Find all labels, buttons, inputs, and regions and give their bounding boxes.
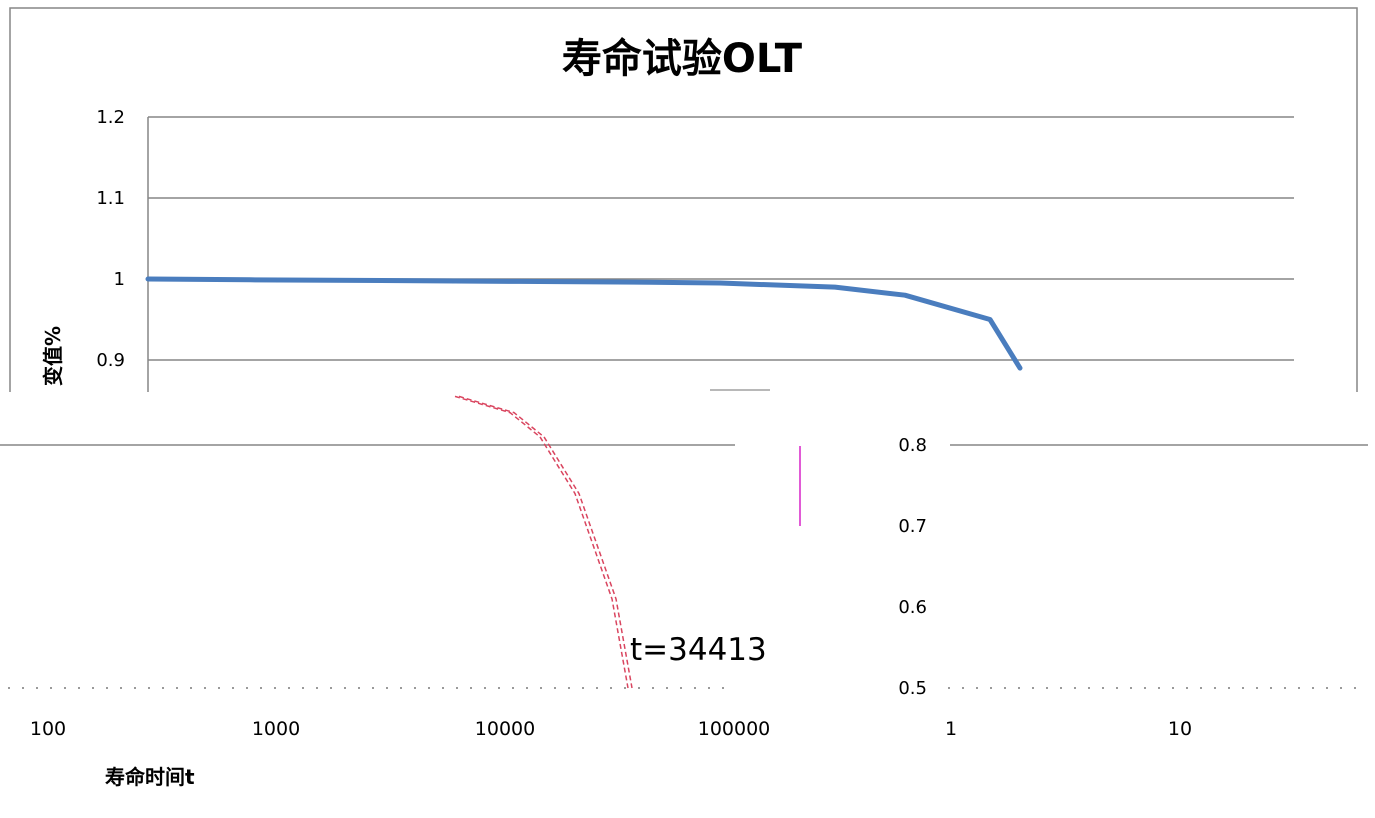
x-tick-2: 10000 [475, 718, 535, 740]
series-lower-line-b [458, 395, 633, 689]
chart-border [9, 7, 1358, 392]
lower-y-tick-3: 0.5 [898, 678, 927, 699]
y-axis-title: 变值% [41, 326, 65, 386]
x-tick-4: 1 [945, 718, 957, 740]
chart-lower-svg: 0.80.70.60.5 t=34413 100 1000 10000 100000 1… [0, 395, 1368, 789]
lower-y-tick-labels: 0.8 0.7 0.6 0.5 [898, 435, 927, 699]
annotation-t: t=34413 [630, 632, 767, 668]
series-upper-line-group [145, 276, 1023, 371]
upper-y-tick-labels: 1.2 1.1 1 0.9 [96, 107, 125, 371]
x-axis-title: 寿命时间t [105, 765, 195, 789]
lower-y-tick-2: 0.6 [898, 597, 927, 618]
upper-y-tick-3: 0.9 [96, 350, 125, 371]
lower-y-tick-1: 0.7 [898, 516, 927, 537]
upper-y-tick-1: 1.1 [96, 188, 125, 209]
chart-title: 寿命试验OLT [562, 36, 803, 82]
chart-upper-svg: 寿命试验OLT 1.2 1.1 1 0.9 变值% [9, 7, 1358, 392]
upper-gridlines [148, 116, 1294, 361]
upper-y-tick-2: 1 [114, 269, 125, 290]
lower-y-tick-0: 0.8 [898, 435, 927, 456]
x-tick-labels: 100 1000 10000 100000 1 10 [30, 718, 1192, 740]
series-lower-line-a [454, 395, 629, 689]
chart-upper-strip: 寿命试验OLT 1.2 1.1 1 0.9 变值% [0, 0, 1375, 392]
x-tick-0: 100 [30, 718, 66, 740]
series-upper-line [145, 276, 1023, 371]
series-lower-line-group [454, 395, 633, 689]
x-tick-3: 100000 [698, 718, 771, 740]
x-tick-1: 1000 [252, 718, 300, 740]
upper-y-tick-0: 1.2 [96, 107, 125, 128]
x-tick-5: 10 [1168, 718, 1192, 740]
chart-lower-strip: 0.8 0.7 0.6 0.5 t=34413 100 1000 10000 100000 1… [0, 392, 1375, 818]
